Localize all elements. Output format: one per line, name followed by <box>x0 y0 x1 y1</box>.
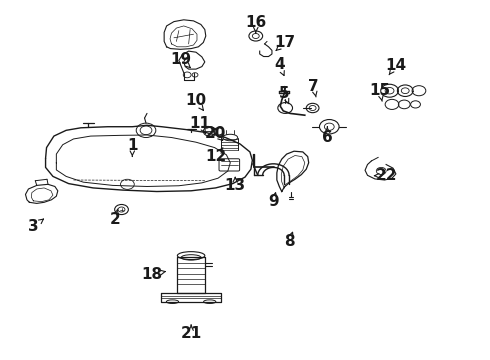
Text: 5: 5 <box>279 86 290 101</box>
Text: 4: 4 <box>274 57 285 72</box>
Text: 10: 10 <box>185 93 207 108</box>
Text: 18: 18 <box>141 267 163 282</box>
Text: 14: 14 <box>385 58 407 73</box>
Text: 16: 16 <box>245 15 267 30</box>
Text: 7: 7 <box>308 79 319 94</box>
Text: 22: 22 <box>375 168 397 183</box>
Text: 2: 2 <box>110 212 121 227</box>
Text: 6: 6 <box>322 130 333 145</box>
Text: 11: 11 <box>190 116 210 131</box>
Text: 8: 8 <box>284 234 294 249</box>
Text: 12: 12 <box>205 149 226 164</box>
Text: 3: 3 <box>28 219 39 234</box>
Text: 17: 17 <box>274 35 296 50</box>
Text: 1: 1 <box>127 138 138 153</box>
Text: 15: 15 <box>369 83 391 98</box>
Text: 9: 9 <box>268 194 279 209</box>
Text: 21: 21 <box>180 325 202 341</box>
Text: 20: 20 <box>205 126 226 141</box>
Text: 13: 13 <box>224 178 246 193</box>
Text: 19: 19 <box>171 52 192 67</box>
